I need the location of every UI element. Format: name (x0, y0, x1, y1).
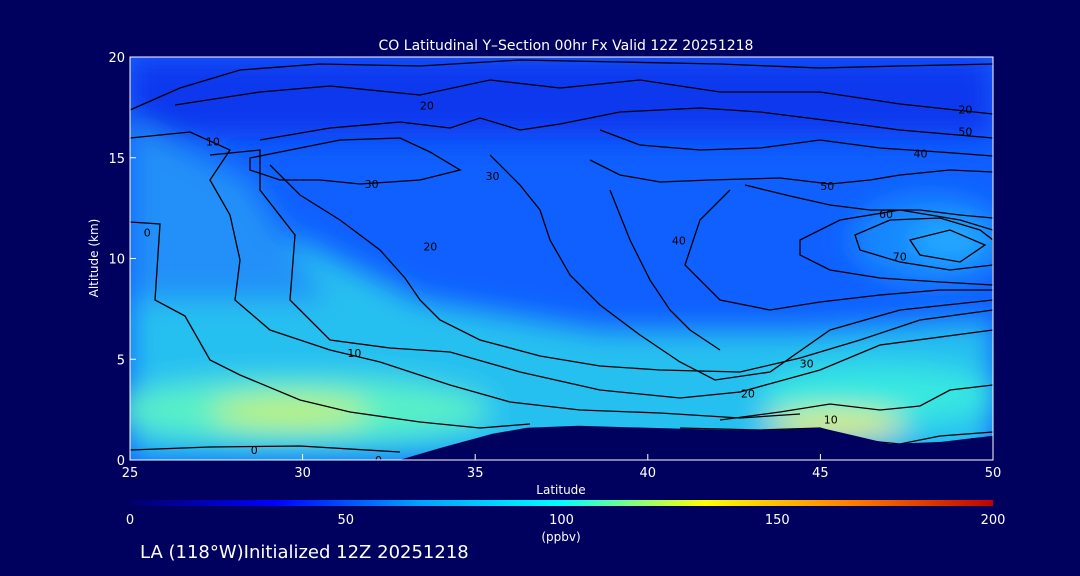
contour-label: 0 (251, 444, 258, 457)
contour-label: 70 (893, 250, 907, 263)
contour-50-mid (684, 189, 993, 311)
colorbar-tick-label: 200 (981, 513, 1006, 528)
contour-label: 0 (375, 454, 382, 467)
plot-area: 10203030201000040506070405020302010000 (130, 57, 993, 467)
x-axis-label: Latitude (536, 483, 585, 497)
x-tick-label: 40 (640, 466, 657, 481)
contour-0-left (130, 221, 531, 429)
contour-label: 20 (420, 99, 434, 112)
chart-title: CO Latitudinal Y–Section 00hr Fx Valid 1… (379, 38, 754, 54)
contour-label: 10 (206, 136, 220, 149)
contour-label: 10 (824, 414, 838, 427)
y-tick-label: 5 (117, 353, 125, 368)
contour-label: 30 (800, 357, 814, 370)
field-mid-cyan (130, 120, 330, 300)
contour-70 (854, 217, 993, 271)
x-tick-label: 35 (467, 466, 484, 481)
contour-label: 40 (914, 148, 928, 161)
contour-20-left (209, 149, 993, 399)
contour-70-inner (908, 229, 987, 263)
contour-10-outer (130, 59, 993, 111)
contour-label: 20 (958, 103, 972, 116)
colorbar-ticks: 0 50 100 150 200 (126, 513, 1006, 528)
contour-label: 20 (423, 240, 437, 253)
contour-label: 60 (879, 208, 893, 221)
colorbar (130, 500, 993, 506)
contour-40-upper (599, 129, 993, 157)
field-low-yellow (210, 398, 370, 426)
contour-50 (589, 159, 993, 185)
field-right-cyan (760, 365, 993, 425)
colorbar-tick-label: 50 (337, 513, 354, 528)
contour-20 (174, 79, 993, 115)
footer-info: LA (118°W)Initialized 12Z 20251218 (140, 542, 469, 563)
contour-0-bottom (130, 445, 401, 453)
terrain-mask (399, 425, 993, 460)
contour-30 (259, 107, 993, 141)
x-tick-label: 25 (122, 466, 139, 481)
y-axis-label: Altitude (km) (87, 219, 101, 298)
y-tick-label: 20 (108, 51, 125, 66)
x-tick-label: 50 (985, 466, 1002, 481)
x-axis: 25 30 35 40 45 50 (122, 454, 1002, 481)
contour-label: 50 (958, 126, 972, 139)
contour-lines (130, 59, 993, 453)
contour-30-inner (249, 137, 462, 185)
x-tick-label: 45 (812, 466, 829, 481)
contour-label: 30 (365, 178, 379, 191)
contour-label: 30 (485, 170, 499, 183)
colorbar-tick-label: 100 (549, 513, 574, 528)
contour-60 (744, 184, 993, 219)
contour-label: 40 (672, 234, 686, 247)
contour-label: 50 (820, 180, 834, 193)
contour-30-down (269, 164, 993, 373)
y-tick-label: 10 (108, 253, 125, 268)
x-tick-label: 30 (294, 466, 311, 481)
contour-10-left (130, 131, 801, 419)
y-tick-label: 0 (117, 454, 125, 469)
colorbar-unit: (ppbv) (541, 530, 580, 544)
contour-10-right (719, 384, 993, 421)
contour-60-ring (799, 209, 993, 286)
colorbar-tick-label: 150 (765, 513, 790, 528)
contour-label: 20 (741, 388, 755, 401)
y-tick-label: 15 (108, 152, 125, 167)
contour-label: 0 (144, 226, 151, 239)
contour-40-mid (609, 189, 721, 351)
contour-label: 10 (347, 347, 361, 360)
contour-40 (489, 154, 993, 381)
colorbar-tick-label: 0 (126, 513, 134, 528)
y-axis: 0 5 10 15 20 (108, 51, 136, 469)
field-core-inner (910, 218, 990, 262)
